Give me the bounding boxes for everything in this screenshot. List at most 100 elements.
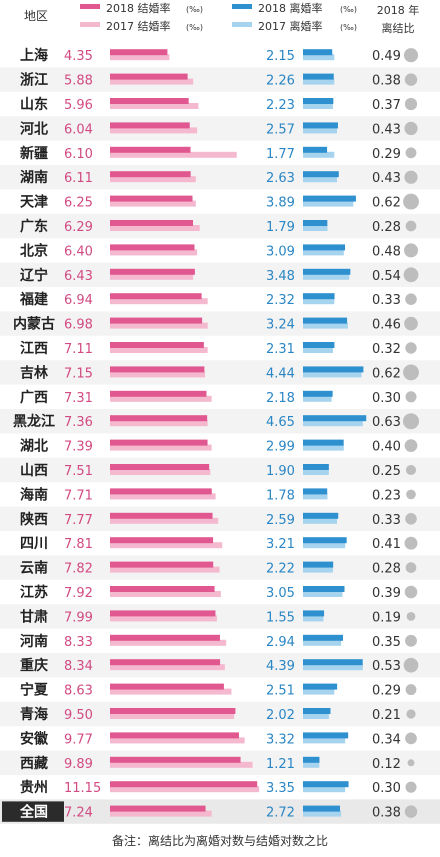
divorce-2018-bar — [303, 586, 345, 592]
divorce-2018-value: 1.55 — [266, 610, 295, 625]
divorce-2018-bar — [303, 537, 347, 544]
region-label: 福建 — [19, 291, 48, 308]
marriage-2018-bar — [110, 586, 215, 592]
marriage-2017-bar — [110, 78, 194, 85]
row-background — [0, 311, 440, 336]
divorce-2018-value: 4.65 — [266, 415, 295, 430]
marriage-2018-bar — [110, 171, 191, 178]
divorce-2017-bar — [303, 420, 363, 427]
marriage-2018-value: 7.92 — [64, 586, 93, 601]
marriage-2018-value: 7.51 — [64, 464, 93, 479]
divorce-2017-bar — [303, 761, 320, 768]
ratio-header-line1: 2018 年 — [377, 3, 420, 17]
ratio-value: 0.40 — [372, 440, 401, 455]
marriage-2018-bar — [110, 610, 216, 617]
divorce-2018-bar — [303, 781, 349, 788]
ratio-value: 0.33 — [372, 293, 401, 308]
legend-label-marriage-2017: 2017 结婚率 — [106, 19, 171, 33]
ratio-value: 0.62 — [372, 366, 401, 381]
ratio-circle — [405, 293, 417, 305]
divorce-2017-bar — [303, 444, 344, 451]
marriage-2018-bar — [110, 195, 193, 202]
divorce-2018-bar — [303, 708, 331, 714]
marriage-2018-value: 8.34 — [64, 659, 93, 674]
divorce-2017-bar — [303, 78, 335, 85]
region-label: 广东 — [20, 218, 48, 235]
total-row-background — [0, 799, 440, 824]
divorce-2018-value: 3.89 — [266, 196, 295, 211]
marriage-2018-bar — [110, 390, 207, 397]
marriage-2017-bar — [110, 591, 221, 597]
ratio-value: 0.32 — [372, 342, 401, 357]
ratio-value: 0.35 — [372, 635, 401, 650]
divorce-2018-value: 2.26 — [266, 74, 295, 89]
divorce-2018-bar — [303, 317, 348, 324]
ratio-circle — [404, 243, 418, 258]
ratio-circle — [405, 342, 417, 354]
divorce-2018-bar — [303, 366, 364, 373]
divorce-2018-value: 3.05 — [266, 586, 295, 601]
divorce-2018-value: 3.35 — [266, 781, 295, 796]
marriage-2018-bar — [110, 415, 208, 422]
marriage-2018-value: 7.11 — [64, 342, 93, 357]
legend-label-marriage-2018: 2018 结婚率 — [106, 1, 171, 15]
marriage-2018-value: 5.96 — [64, 98, 93, 113]
region-label: 天津 — [20, 194, 48, 211]
divorce-2018-value: 2.59 — [266, 513, 295, 528]
region-label: 内蒙古 — [13, 316, 55, 333]
divorce-2018-bar — [303, 390, 333, 397]
ratio-circle — [403, 657, 419, 673]
marriage-2018-bar — [110, 293, 202, 300]
divorce-2018-bar — [303, 98, 334, 104]
marriage-2018-value: 7.82 — [64, 562, 93, 577]
legend-unit-divorce-2017: (‰) — [340, 23, 357, 32]
divorce-2017-bar — [303, 615, 324, 622]
marriage-2018-value: 9.50 — [64, 708, 93, 723]
marriage-2018-value: 4.35 — [64, 49, 93, 64]
marriage-2017-bar — [110, 151, 237, 158]
ratio-header-line2: 离结比 — [382, 21, 415, 35]
divorce-2018-bar — [303, 488, 328, 495]
ratio-circle — [403, 48, 419, 63]
divorce-2017-bar — [303, 395, 332, 402]
divorce-2017-bar — [303, 566, 333, 573]
marriage-2018-bar — [110, 781, 258, 788]
legend-swatch-divorce-2018 — [232, 4, 252, 9]
divorce-2017-bar — [303, 54, 335, 61]
region-label: 上海 — [20, 47, 48, 64]
marriage-2017-bar — [110, 639, 227, 646]
ratio-value: 0.21 — [372, 708, 401, 723]
ratio-value: 0.33 — [372, 513, 401, 528]
row-background — [0, 360, 440, 385]
marriage-2018-value: 7.77 — [64, 513, 93, 528]
divorce-2018-bar — [303, 610, 325, 617]
row-background — [0, 409, 440, 434]
divorce-2017-bar — [303, 493, 328, 500]
region-label: 宁夏 — [20, 682, 49, 699]
marriage-2017-bar — [110, 786, 260, 793]
marriage-2018-bar — [110, 732, 239, 739]
ratio-circle — [405, 220, 417, 232]
divorce-2018-bar — [303, 512, 339, 519]
region-label: 贵州 — [20, 779, 48, 796]
marriage-2018-bar — [110, 561, 214, 568]
divorce-2017-bar — [303, 639, 342, 646]
region-label: 四川 — [20, 536, 48, 552]
ratio-value: 0.54 — [372, 269, 401, 284]
ratio-circle — [405, 781, 417, 793]
divorce-2018-value: 2.63 — [266, 171, 295, 186]
ratio-circle — [403, 413, 419, 430]
marriage-2018-value: 9.89 — [64, 757, 93, 772]
divorce-2017-bar — [303, 200, 354, 207]
divorce-2018-value: 1.90 — [266, 464, 295, 479]
region-label: 海南 — [20, 486, 48, 503]
divorce-2018-value: 1.79 — [266, 220, 295, 235]
region-label: 全国 — [19, 804, 48, 821]
ratio-circle — [404, 316, 418, 331]
row-background — [0, 213, 440, 239]
ratio-circle — [404, 805, 418, 818]
divorce-2018-value: 2.23 — [266, 98, 295, 113]
ratio-value: 0.30 — [372, 391, 401, 406]
marriage-2017-bar — [110, 54, 170, 61]
row-background — [0, 555, 440, 580]
